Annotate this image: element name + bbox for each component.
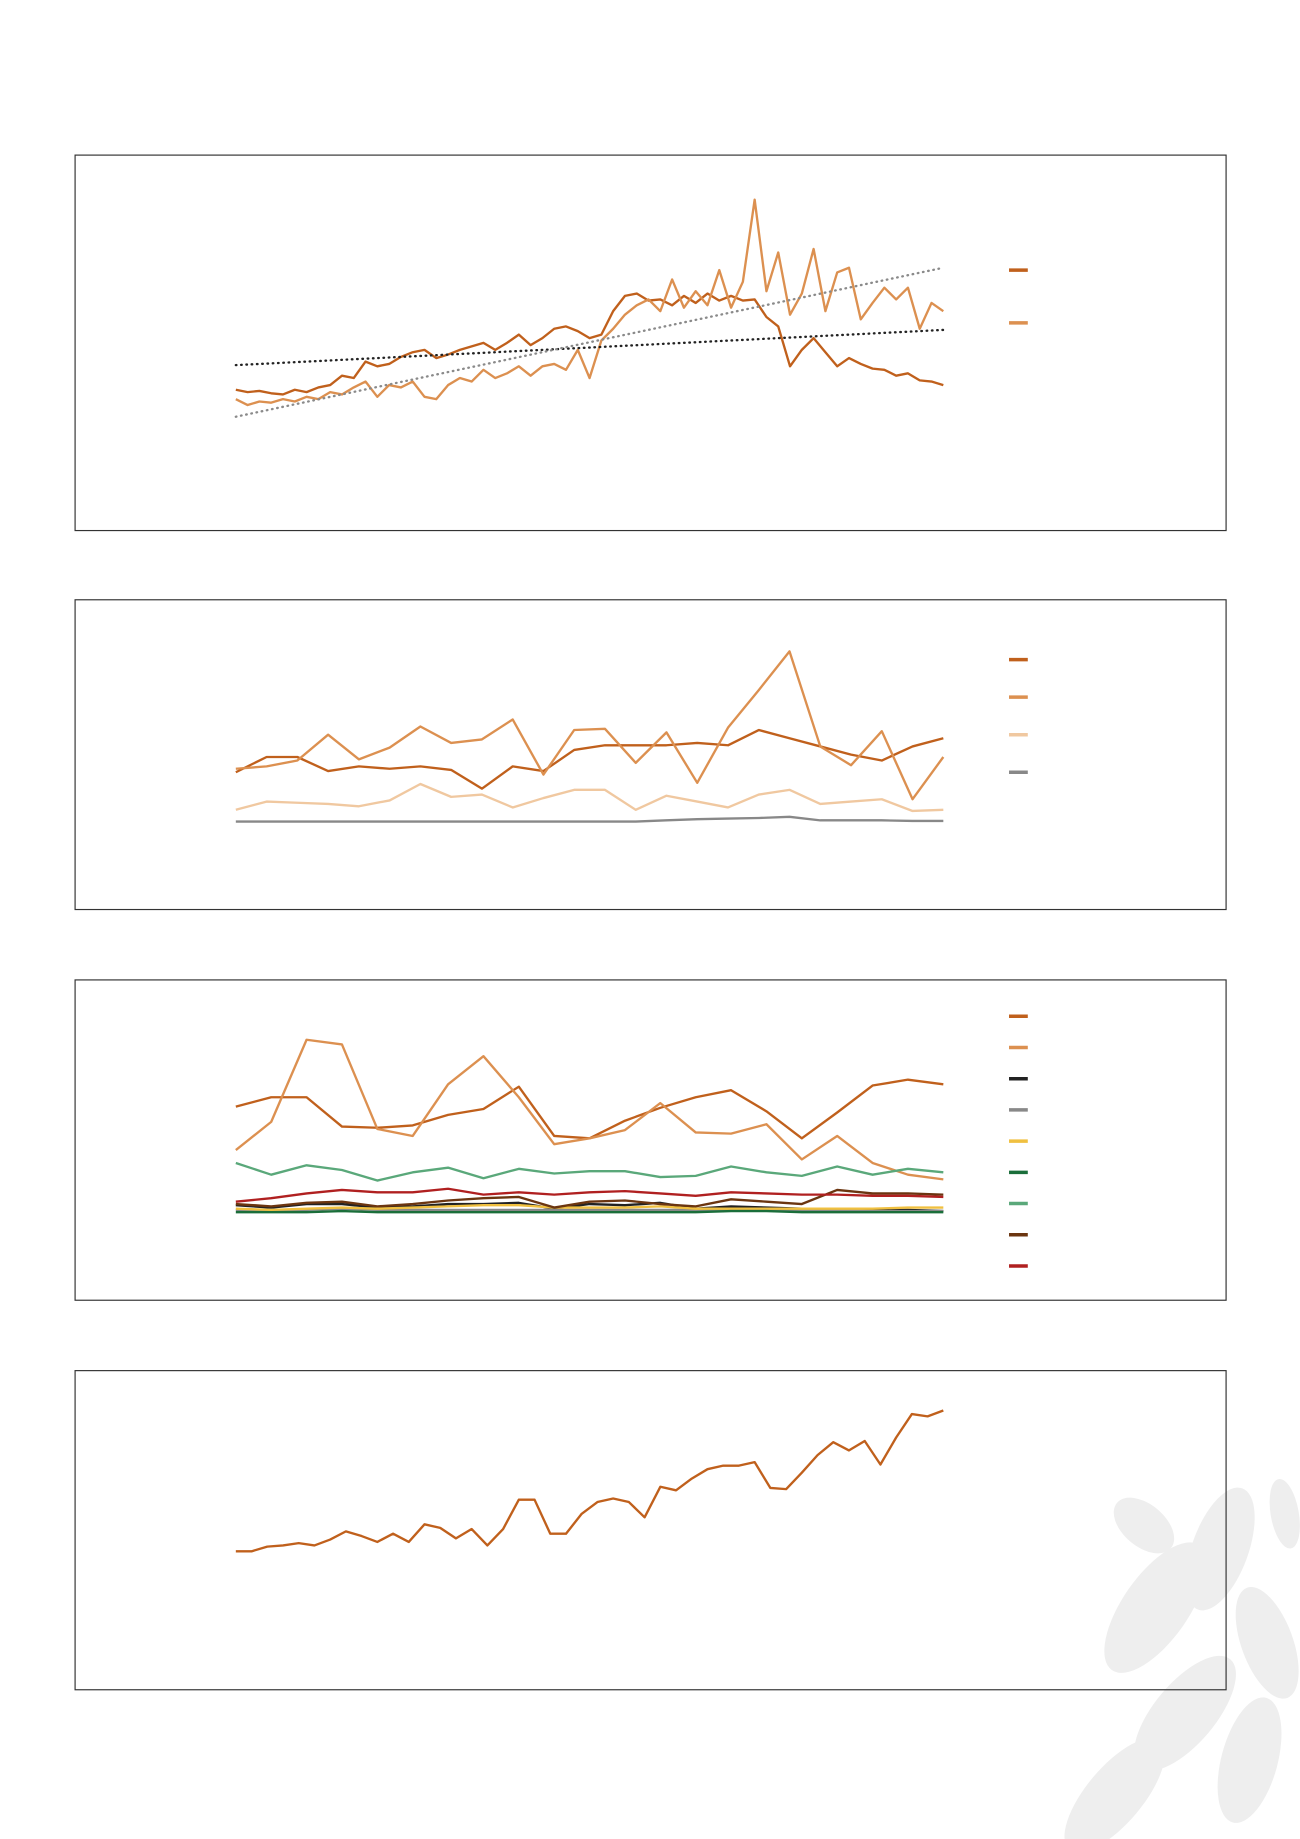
chart-frame — [74, 979, 1227, 1301]
chart — [74, 979, 1227, 1301]
leaf-decoration — [1064, 1479, 1300, 1839]
chart-frame — [74, 599, 1227, 911]
data-line — [235, 1409, 944, 1553]
data-line — [235, 1038, 944, 1181]
data-line — [235, 1078, 944, 1140]
chart — [74, 1370, 1227, 1691]
chart-frame — [74, 1370, 1227, 1691]
leaf — [1064, 1738, 1165, 1839]
trend-line — [234, 328, 945, 367]
leaf — [1113, 1497, 1175, 1554]
data-line — [235, 292, 944, 396]
leaf — [1217, 1697, 1282, 1823]
chart-frame — [74, 154, 1227, 532]
data-line — [235, 198, 944, 407]
data-line — [235, 782, 944, 813]
data-line — [235, 728, 944, 790]
leaf — [1269, 1479, 1300, 1549]
leaf — [1185, 1487, 1255, 1611]
chart — [74, 154, 1227, 532]
leaf — [1235, 1587, 1299, 1699]
trend-line — [234, 266, 945, 418]
chart — [74, 599, 1227, 911]
data-line — [235, 650, 945, 801]
data-line — [235, 1187, 944, 1203]
data-line — [235, 1161, 944, 1182]
data-line — [235, 1209, 944, 1214]
data-line — [235, 1204, 944, 1212]
data-line — [235, 815, 944, 823]
leaf — [1104, 1542, 1208, 1673]
